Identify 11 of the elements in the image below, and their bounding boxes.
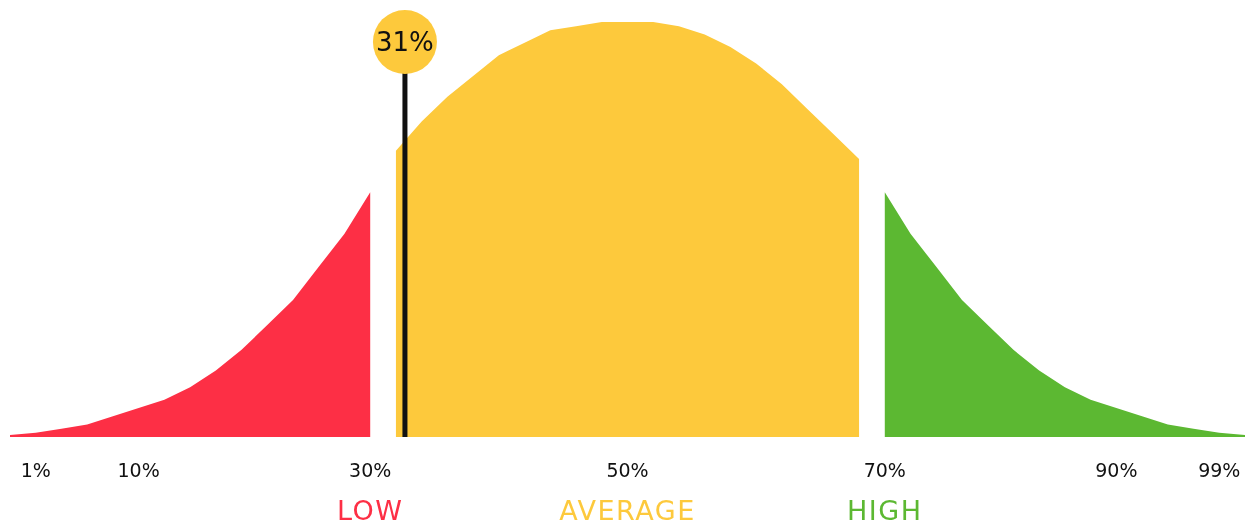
text: LOW (336, 495, 404, 526)
x-tick-label: 90% (1095, 459, 1138, 481)
x-tick-label: 70% (863, 459, 906, 481)
x-tick-label: 30% (349, 459, 392, 481)
text: HIGH (847, 495, 923, 526)
x-tick-label: 99% (1198, 459, 1241, 481)
text: AVERAGE (559, 495, 696, 526)
x-tick-label: 1% (20, 459, 51, 481)
annotation: 31% (376, 27, 434, 57)
x-tick-label: 50% (606, 459, 649, 481)
x-tick-label: 10% (117, 459, 160, 481)
